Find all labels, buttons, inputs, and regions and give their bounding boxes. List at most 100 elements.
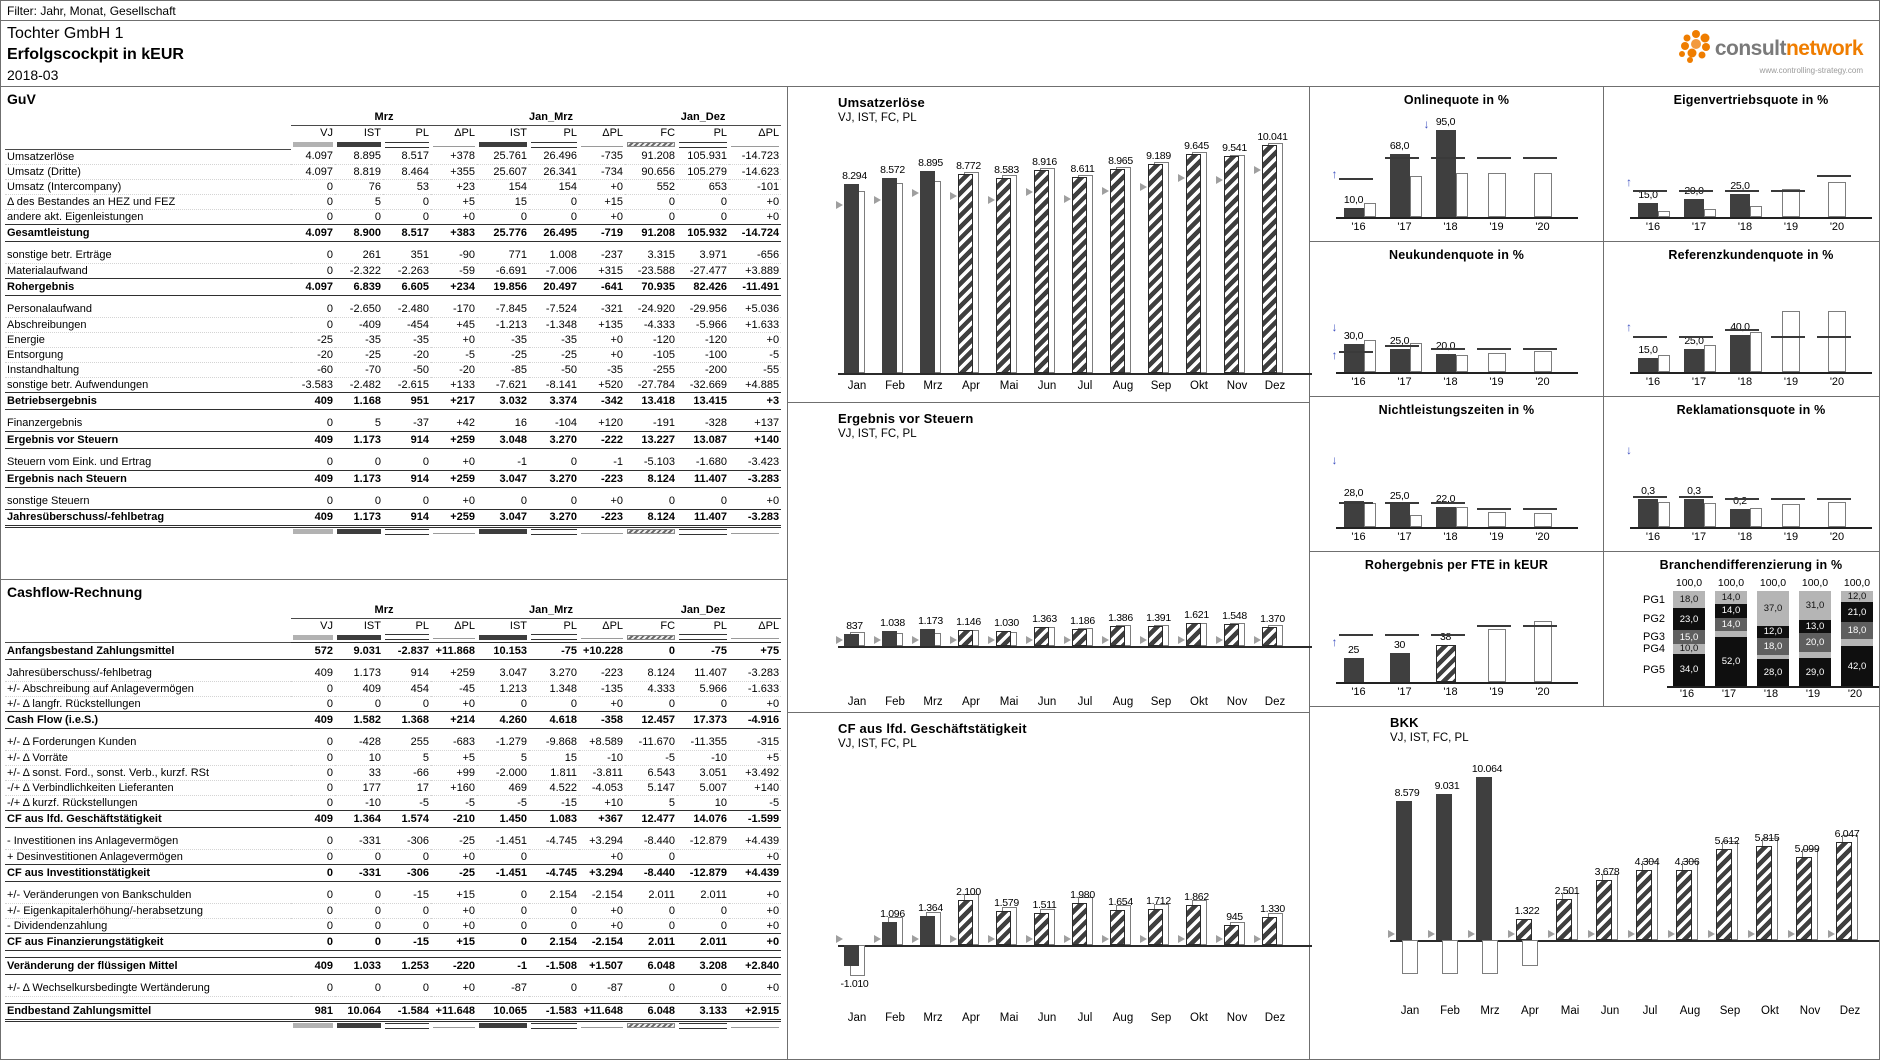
- legend-cell: [625, 140, 677, 149]
- table-cell: +3.492: [729, 765, 782, 781]
- table-cell: -29.956: [677, 302, 730, 318]
- legend-cell: [677, 633, 729, 642]
- target-dash: [1771, 336, 1805, 338]
- year-axis: '16 '17 '18 '19 '20: [1336, 376, 1578, 388]
- dpl-legend-swatch: [433, 1024, 476, 1028]
- table-cell: 26.495: [529, 223, 580, 242]
- dpl-legend-swatch: [433, 143, 476, 147]
- stack-segment: 15,0: [1673, 629, 1705, 645]
- filter-bar[interactable]: Filter: Jahr, Monat, Gesellschaft: [1, 1, 1879, 21]
- table-cell: -5: [477, 795, 530, 811]
- year-label: '17: [1691, 376, 1707, 388]
- legend-cell: [477, 633, 529, 642]
- table-cell: 4.618: [529, 710, 580, 729]
- kpi-charts-column: Onlinequote in % 10,0 68,0 95,0 ↑ ↓ '16 '17 '18…: [1309, 87, 1879, 1059]
- bar-ist: [1343, 658, 1364, 682]
- down-arrow-icon: ↓: [1423, 117, 1430, 131]
- month-axis: Jan Feb Mrz Apr Mai Jun Jul Aug Sep Okt Nov Dez: [838, 696, 1299, 708]
- bar-fc: [996, 911, 1011, 945]
- dpl-legend-swatch: [731, 530, 780, 534]
- row-label: Materialaufwand: [5, 263, 291, 279]
- bar-ist: [920, 916, 935, 945]
- legend-cell: [477, 526, 529, 536]
- bar-fc: [1034, 170, 1049, 373]
- column-header: PL: [713, 126, 728, 139]
- branchendifferenzierung-panel: Branchendifferenzierung in % 100,0 18,0 23…: [1604, 552, 1879, 707]
- table-cell: +0: [579, 209, 626, 225]
- table-cell: 10.153: [477, 641, 530, 660]
- month-label: Jun: [1600, 1005, 1620, 1017]
- bar-value-label: 38: [1439, 631, 1452, 643]
- legend-cell: [529, 140, 579, 149]
- year-label: '19: [1783, 531, 1799, 543]
- bar-value-label: 5.815: [1754, 832, 1780, 844]
- guv-table: Mrz Jan_Mrz Jan_Dez VJ IST PL ΔPL IST PL ΔPL FC PL Δ…: [5, 110, 782, 536]
- table-row: andere akt. Eigenleistungen 0 0 0 +0 0 0 +0 0 0 +0: [5, 209, 782, 225]
- bar-value-label: 1.030: [994, 617, 1019, 629]
- column-header: ΔPL: [454, 619, 476, 632]
- table-cell: -1.583: [529, 1002, 580, 1022]
- column-group-label: Jan_Dez: [625, 603, 782, 619]
- bar-fc: [1186, 623, 1201, 646]
- bar-value-label: 25: [1347, 644, 1360, 656]
- table-cell: 914: [383, 430, 431, 449]
- month-label: Apr: [1521, 1005, 1539, 1017]
- column-header: PL: [713, 619, 728, 632]
- table-row: - Investitionen ins Anlagevermögen 0 -331-…: [5, 834, 782, 850]
- bar-fc: [1034, 627, 1049, 646]
- up-arrow-icon: ↑: [1331, 348, 1338, 362]
- table-cell: -135: [579, 681, 626, 697]
- table-cell: 12.477: [625, 809, 678, 828]
- table-cell: 0: [477, 932, 530, 951]
- table-cell: -641: [579, 277, 626, 296]
- table-cell: 0: [291, 302, 335, 318]
- bar-ist: [1638, 499, 1658, 527]
- pl-legend-swatch: [679, 528, 728, 535]
- bar-fc: [1110, 169, 1125, 373]
- stack-segment: 14,0: [1715, 617, 1747, 631]
- year-label: '16: [1351, 531, 1366, 543]
- ist-legend-swatch: [337, 142, 381, 147]
- spacer-cell: [5, 241, 781, 248]
- target-dash: [1430, 348, 1465, 350]
- bar-fc: [996, 178, 1011, 373]
- bar-pl: [1409, 515, 1422, 527]
- legend-cell: [431, 633, 477, 642]
- bar-fc: [1072, 177, 1087, 373]
- table-cell: 0: [291, 849, 335, 865]
- fc-legend-swatch: [627, 1023, 676, 1028]
- legend-cell: [579, 526, 625, 536]
- vj-marker: [912, 636, 919, 644]
- chart-subtitle: VJ, IST, FC, PL: [1390, 732, 1469, 744]
- bar-value-label: 5.612: [1714, 835, 1740, 847]
- table-cell: -14.623: [729, 164, 782, 180]
- table-cell: +0: [729, 332, 782, 348]
- table-cell: 8.900: [335, 223, 383, 242]
- bar-value-label: 28,0: [1343, 487, 1364, 499]
- table-cell: +355: [431, 164, 478, 180]
- table-cell: 0: [291, 918, 335, 934]
- table-cell: +315: [579, 263, 626, 279]
- bar-fc: [1676, 870, 1692, 940]
- table-cell: 1.450: [477, 809, 530, 828]
- stack-segment: 18,0: [1757, 637, 1789, 655]
- table-cell: -2.263: [383, 263, 431, 279]
- panel-title: Rohergebnis per FTE in kEUR: [1364, 558, 1549, 572]
- table-cell: +4.439: [729, 834, 782, 850]
- fc-legend-swatch: [627, 529, 676, 534]
- table-cell: +0: [579, 849, 626, 865]
- chart-plot: 100,0 18,0 23,0 15,0 10,0 34,0 100,0 14,0 14,0 14…: [1609, 577, 1879, 688]
- target-dash: [1384, 157, 1419, 159]
- bar-pl: [1533, 621, 1552, 682]
- table-cell: 3.032: [477, 391, 530, 410]
- year-label: '18: [1443, 686, 1458, 698]
- stack-segment: 14,0: [1715, 604, 1747, 618]
- table-cell: -35: [335, 332, 383, 348]
- bar-pl: [1782, 189, 1800, 217]
- table-cell: -10: [335, 795, 383, 811]
- pg-row-label: PG3: [1642, 631, 1665, 644]
- table-cell: -735: [579, 149, 626, 165]
- table-cell: 5.966: [677, 681, 730, 697]
- chart-subtitle: VJ, IST, FC, PL: [838, 738, 917, 750]
